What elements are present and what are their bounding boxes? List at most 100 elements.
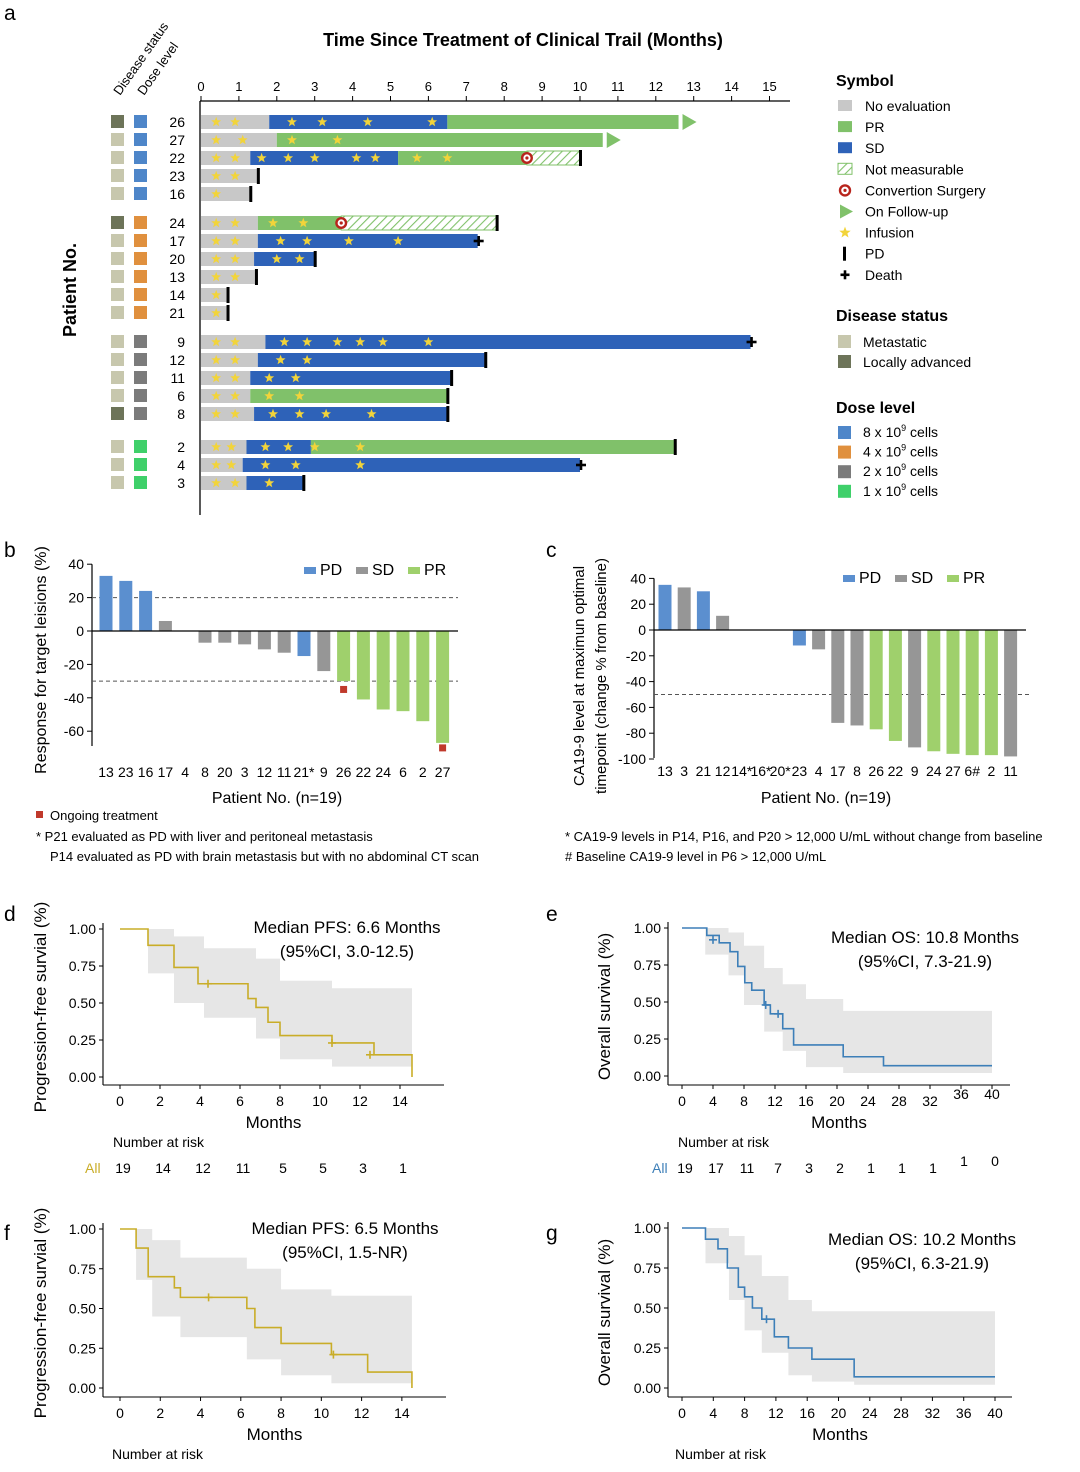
infusion-star-11-3 [290, 372, 301, 383]
patient-label-11: 11 [170, 370, 185, 386]
wf-b-x-axis-label: Patient No. (n=19) [212, 790, 342, 807]
disease-status-21 [111, 306, 124, 319]
km-f-x-tick-label-2: 4 [197, 1405, 205, 1421]
wf-b-x-tick-label-8: 12 [257, 764, 273, 780]
wf-b-bar-16 [139, 590, 153, 631]
km-e-ci: (95%CI, 7.3-21.9) [858, 952, 992, 971]
wf-b-x-tick-label-11: 9 [320, 764, 328, 780]
dose-level-21 [134, 306, 147, 319]
km-g-x-tick-label-9: 36 [956, 1405, 972, 1421]
pd-bar-16 [249, 186, 253, 202]
wf-b-x-tick-label-15: 6 [399, 764, 407, 780]
km-g-y-tick-label-3: 0.25 [634, 1340, 661, 1356]
death-cross-4 [576, 460, 586, 470]
wf-c-x-tick-label-10: 8 [853, 763, 861, 779]
followup-triangle-26 [682, 114, 697, 130]
km-g-x-tick-label-10: 40 [987, 1405, 1003, 1421]
wf-b-x-tick-label-16: 2 [419, 764, 427, 780]
km-g-ci-band [682, 1228, 995, 1385]
infusion-star-22-3 [283, 152, 294, 163]
swimmer-bar-4-0 [201, 458, 243, 472]
pd-bar-11 [450, 370, 454, 386]
patient-label-2: 2 [177, 439, 185, 455]
infusion-star-4-2 [260, 459, 271, 470]
swimmer-x-tick-label-11: 11 [611, 79, 625, 94]
swimmer-bar-13-0 [201, 270, 256, 284]
swimmer-row-8: 8 [111, 406, 450, 422]
swimmer-row-9: 9 [111, 334, 757, 350]
wf-b-bar-21* [297, 631, 311, 657]
infusion-star-12-3 [302, 354, 313, 365]
km-e-risk-2: 11 [740, 1160, 755, 1176]
infusion-star-11-0 [211, 372, 222, 383]
infusion-star-24-2 [268, 217, 278, 228]
swimmer-bar-26-2 [447, 115, 679, 129]
wf-c-legend-label-SD: SD [911, 570, 933, 587]
km-d-risk-0: 19 [115, 1160, 131, 1176]
km-e-x-tick-label-2: 8 [740, 1093, 748, 1109]
km-e-x-axis-label: Months [811, 1113, 867, 1132]
wf-c-bar-22 [888, 630, 902, 741]
km-e-x-tick-label-9: 36 [953, 1086, 969, 1102]
infusion-star-24-3 [298, 217, 309, 228]
patient-label-14: 14 [169, 287, 185, 303]
swimmer-row-3: 3 [111, 475, 306, 491]
infusion-star-22-2 [256, 152, 267, 163]
infusion-star-12-2 [275, 354, 286, 365]
wf-c-x-tick-label-15: 27 [945, 763, 961, 779]
swimmer-x-tick-label-8: 8 [501, 79, 508, 94]
wf-c-note-p6: # Baseline CA19-9 level in P6 > 12,000 U… [565, 849, 826, 864]
km-e-x-tick-label-6: 24 [860, 1093, 876, 1109]
wf-b-bar-17 [158, 620, 172, 631]
km-d-y-tick-label-0: 1.00 [69, 921, 96, 937]
infusion-star-9-3 [302, 336, 313, 347]
swimmer-row-27: 27 [111, 132, 621, 148]
swimmer-bar-2-1 [246, 440, 311, 454]
infusion-star-12-0 [211, 354, 222, 365]
infusion-star-17-1 [230, 235, 241, 246]
km-d-risk-title: Number at risk [113, 1134, 205, 1150]
infusion-star-16-0 [211, 188, 222, 199]
swimmer-bar-24-0 [201, 216, 258, 230]
km-d-ci: (95%CI, 3.0-12.5) [280, 942, 414, 961]
swimmer-row-16: 16 [111, 186, 253, 202]
swimmer-x-tick-label-7: 7 [463, 79, 470, 94]
infusion-star-8-4 [321, 408, 331, 419]
wf-c-bar-12 [716, 615, 730, 630]
km-e-ci-band [682, 928, 992, 1074]
wf-c-bar-23 [792, 630, 806, 646]
km-e-x-tick-label-1: 4 [709, 1093, 717, 1109]
infusion-star-4-0 [211, 459, 222, 470]
wf-b-bar-8 [198, 631, 212, 643]
km-g-x-tick-label-5: 20 [831, 1405, 847, 1421]
km-g-x-tick-label-1: 4 [709, 1405, 717, 1421]
swimmer-row-13: 13 [111, 269, 258, 285]
patient-label-13: 13 [169, 269, 185, 285]
km-g-y-tick-label-1: 0.75 [634, 1260, 661, 1276]
wf-c-bar-26 [869, 630, 883, 730]
infusion-star-9-1 [230, 336, 241, 347]
death-cross-9 [746, 337, 757, 347]
infusion-star-3-1 [230, 477, 241, 488]
infusion-star-22-1 [230, 152, 241, 163]
km-g-x-tick-label-7: 28 [893, 1405, 909, 1421]
dose-legend-label-1: 4 x 109 cells [863, 443, 938, 460]
pd-bar-20 [313, 251, 317, 267]
infusion-star-20-2 [271, 253, 282, 264]
swimmer-row-20: 20 [111, 251, 317, 267]
wf-b-y-tick-label-1: 20 [68, 590, 84, 606]
wf-b-x-tick-label-17: 27 [435, 764, 451, 780]
wf-c-y-tick-label-0: 40 [630, 570, 646, 586]
wf-b-note-ongoing: Ongoing treatment [50, 808, 158, 823]
disease-status-26 [111, 115, 124, 128]
disease-status-16 [111, 187, 124, 200]
km-plot-g: 1.00 0.75 0.50 0.25 0.00 0 4 8 12 16 20 24 28 32 36 40 O… [595, 1220, 1016, 1462]
km-plot-e: 1.000.750.500.250.000 4 8 12 16 20 24 28 32 36 40O… [595, 920, 1019, 1176]
km-d-risk-label: All [85, 1160, 101, 1176]
km-d-x-tick-label-6: 12 [352, 1093, 368, 1109]
disease-status-17 [111, 234, 124, 247]
dose-level-6 [134, 389, 147, 402]
patient-label-16: 16 [169, 186, 185, 202]
wf-b-y-axis-label: Response for target leisions (%) [33, 546, 50, 774]
